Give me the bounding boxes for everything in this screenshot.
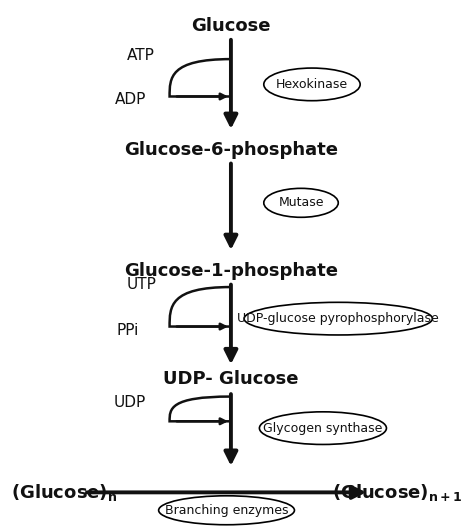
Text: $\mathbf{(Glucose)_{n+1}}$: $\mathbf{(Glucose)_{n+1}}$	[332, 482, 463, 503]
Text: UDP-glucose pyrophosphorylase: UDP-glucose pyrophosphorylase	[237, 312, 439, 325]
Text: Glucose-1-phosphate: Glucose-1-phosphate	[124, 262, 338, 280]
Text: $\mathbf{(Glucose)_n}$: $\mathbf{(Glucose)_n}$	[11, 482, 118, 503]
Text: PPi: PPi	[117, 323, 139, 338]
Text: UTP: UTP	[126, 278, 156, 293]
Text: UDP- Glucose: UDP- Glucose	[163, 370, 299, 388]
Ellipse shape	[264, 188, 338, 217]
Text: ATP: ATP	[127, 48, 155, 63]
Ellipse shape	[159, 496, 294, 525]
Text: Glucose-6-phosphate: Glucose-6-phosphate	[124, 141, 338, 159]
Text: Branching enzymes: Branching enzymes	[165, 504, 288, 517]
Text: Glucose: Glucose	[191, 18, 271, 36]
Ellipse shape	[264, 68, 360, 101]
Text: Hexokinase: Hexokinase	[276, 78, 348, 91]
Ellipse shape	[259, 412, 386, 444]
Ellipse shape	[244, 302, 432, 335]
Text: UDP: UDP	[114, 395, 146, 410]
Text: Mutase: Mutase	[278, 196, 324, 209]
Text: ADP: ADP	[114, 92, 146, 107]
Text: Glycogen synthase: Glycogen synthase	[263, 422, 383, 435]
